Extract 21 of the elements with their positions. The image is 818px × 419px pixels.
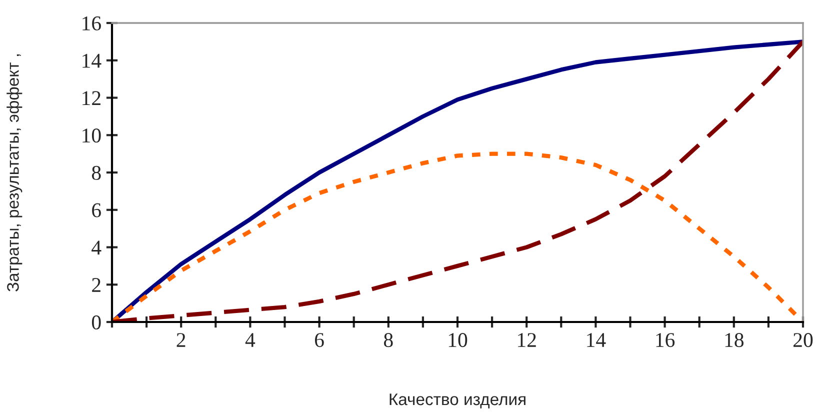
y-tick-label: 14 — [82, 54, 102, 68]
y-tick-label: 10 — [82, 128, 101, 143]
x-tick-label: 2 — [176, 333, 186, 347]
y-tick-label: 12 — [82, 91, 100, 105]
x-tick-label: 18 — [725, 333, 744, 348]
x-tick-label: 16 — [656, 333, 675, 348]
x-tick-label: 14 — [587, 333, 606, 347]
y-tick-label: 4 — [92, 240, 102, 254]
x-tick-label: 20 — [794, 333, 813, 348]
y-tick-label: 2 — [92, 278, 100, 292]
y-tick-label: 0 — [92, 315, 101, 330]
x-tick-label: 8 — [384, 333, 393, 348]
x-tick-label: 4 — [245, 333, 256, 347]
x-tick-label: 12 — [518, 333, 536, 347]
x-axis-title: Качество изделия — [390, 394, 526, 408]
y-tick-label: 6 — [92, 203, 101, 218]
x-tick-label: 10 — [448, 333, 468, 348]
x-tick-label: 6 — [314, 333, 324, 348]
y-axis-title: Затраты, результаты, эффект , — [6, 54, 22, 292]
y-tick-label: 16 — [82, 16, 101, 30]
y-tick-label: 8 — [92, 166, 101, 180]
